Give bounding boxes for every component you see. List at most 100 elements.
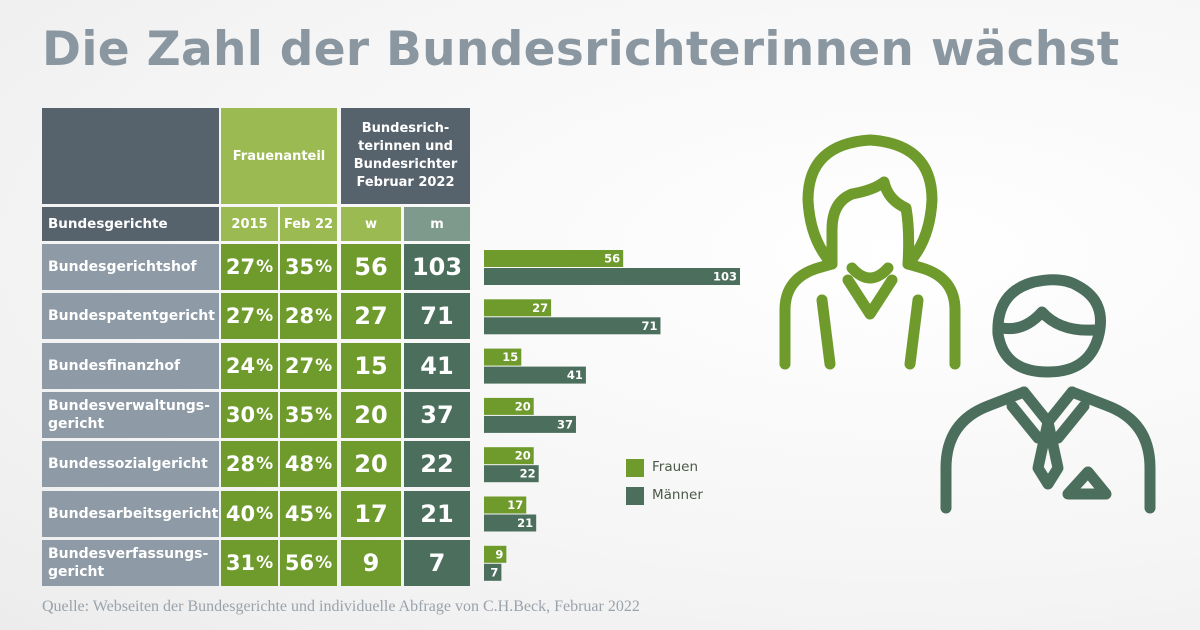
bar-maenner xyxy=(484,563,502,581)
bar-maenner xyxy=(484,268,740,285)
court-name-cont: gericht xyxy=(48,416,105,432)
col-m-header: m xyxy=(404,207,470,241)
bar-label-frauen: 15 xyxy=(502,350,518,364)
court-name: Bundespatentgericht xyxy=(48,308,215,324)
men-count: 7 xyxy=(428,549,446,577)
pct-feb22-cell: 48% xyxy=(280,441,337,487)
percent-sign: % xyxy=(256,553,274,573)
pct-feb22-cell: 28% xyxy=(280,293,337,339)
women-count: 9 xyxy=(362,549,380,577)
bar-frauen xyxy=(484,545,507,563)
legend-swatch-frauen xyxy=(626,459,644,477)
women-count-cell: 27 xyxy=(341,293,401,339)
bar-label-maenner: 41 xyxy=(567,368,583,382)
header-blank xyxy=(42,108,219,204)
bar-frauen xyxy=(484,447,534,465)
pct-2015: 27 xyxy=(225,255,256,279)
bar-maenner xyxy=(484,366,586,384)
legend-label-frauen: Frauen xyxy=(652,459,699,475)
pct-feb22-cell: 56% xyxy=(280,540,337,586)
women-count-cell: 15 xyxy=(341,343,401,389)
men-count-cell: 41 xyxy=(404,343,470,389)
table-row-court: Bundessozialgericht xyxy=(42,441,219,487)
women-count: 20 xyxy=(354,401,388,429)
col-w-label: w xyxy=(364,216,377,232)
table-row-court: Bundespatentgericht xyxy=(42,293,219,339)
pct-feb22: 35 xyxy=(284,403,315,427)
bar-label-maenner: 71 xyxy=(641,319,657,333)
pct-feb22-cell: 45% xyxy=(280,491,337,537)
women-count: 20 xyxy=(354,450,388,478)
bar-label-maenner: 7 xyxy=(490,565,498,579)
pct-feb22-cell: 27% xyxy=(280,343,337,389)
table-row-court: Bundesarbeitsgericht xyxy=(42,491,219,537)
bar-label-frauen: 20 xyxy=(515,399,531,413)
percent-sign: % xyxy=(256,405,274,425)
bar-frauen xyxy=(484,250,624,267)
women-count: 56 xyxy=(354,253,388,281)
header-richter-line: Bundesrich- xyxy=(361,121,450,136)
women-count: 15 xyxy=(354,352,388,380)
women-count-cell: 56 xyxy=(341,244,401,290)
bar-label-frauen: 27 xyxy=(532,301,548,315)
bar-label-frauen: 56 xyxy=(604,252,620,266)
men-count-cell: 71 xyxy=(404,293,470,339)
col-feb22-header: Feb 22 xyxy=(280,207,337,241)
women-count-cell: 20 xyxy=(341,441,401,487)
pct-2015-cell: 28% xyxy=(221,441,278,487)
source-note: Quelle: Webseiten der Bundesgerichte und… xyxy=(42,598,640,615)
pct-feb22: 56 xyxy=(284,551,315,575)
bar-frauen xyxy=(484,496,527,514)
col-w-header: w xyxy=(341,207,401,241)
percent-sign: % xyxy=(315,405,333,425)
men-count: 71 xyxy=(420,302,454,330)
woman-icon xyxy=(779,134,961,370)
pct-2015: 31 xyxy=(225,551,256,575)
pct-2015-cell: 24% xyxy=(221,343,278,389)
men-count-cell: 37 xyxy=(404,392,470,438)
pct-2015-cell: 40% xyxy=(221,491,278,537)
pct-2015-cell: 30% xyxy=(221,392,278,438)
header-frauenanteil: Frauenanteil xyxy=(221,108,337,204)
percent-sign: % xyxy=(256,306,274,326)
women-count: 27 xyxy=(354,302,388,330)
bar-label-frauen: 9 xyxy=(495,547,503,561)
men-count-cell: 7 xyxy=(404,540,470,586)
pct-2015: 27 xyxy=(225,304,256,328)
col-court-header: Bundesgerichte xyxy=(42,207,219,241)
col-feb22-label: Feb 22 xyxy=(283,216,334,232)
percent-sign: % xyxy=(315,306,333,326)
bar-label-frauen: 20 xyxy=(515,449,531,463)
pct-feb22: 35 xyxy=(284,255,315,279)
court-name: Bundesverwaltungs- xyxy=(48,398,210,414)
court-name: Bundesverfassungs- xyxy=(48,546,209,562)
table-row-court: Bundesverfassungs- gericht xyxy=(42,540,219,586)
header-richter-line: Bundesrichter xyxy=(353,157,458,172)
men-count: 22 xyxy=(420,450,454,478)
bar-maenner xyxy=(484,465,539,483)
percent-sign: % xyxy=(315,553,333,573)
pct-2015: 40 xyxy=(225,502,256,526)
percent-sign: % xyxy=(256,504,274,524)
legend-swatch-maenner xyxy=(626,487,644,505)
court-name: Bundesarbeitsgericht xyxy=(48,506,219,522)
pct-feb22: 48 xyxy=(284,452,315,476)
bar-frauen xyxy=(484,397,534,415)
men-count: 37 xyxy=(420,401,454,429)
pct-2015-cell: 27% xyxy=(221,244,278,290)
percent-sign: % xyxy=(256,257,274,277)
bar-frauen xyxy=(484,348,522,366)
header-richter-line: terinnen und xyxy=(358,139,453,154)
men-count-cell: 22 xyxy=(404,441,470,487)
pct-feb22-cell: 35% xyxy=(280,392,337,438)
page-title: Die Zahl der Bundesrichterinnen wächst xyxy=(42,22,1120,77)
table-row-court: Bundesfinanzhof xyxy=(42,343,219,389)
bar-maenner xyxy=(484,415,576,433)
men-count-cell: 21 xyxy=(404,491,470,537)
pct-2015: 24 xyxy=(225,354,256,378)
pct-2015: 28 xyxy=(225,452,256,476)
pct-2015: 30 xyxy=(225,403,256,427)
percent-sign: % xyxy=(315,356,333,376)
pct-feb22: 27 xyxy=(284,354,315,378)
pct-feb22-cell: 35% xyxy=(280,244,337,290)
